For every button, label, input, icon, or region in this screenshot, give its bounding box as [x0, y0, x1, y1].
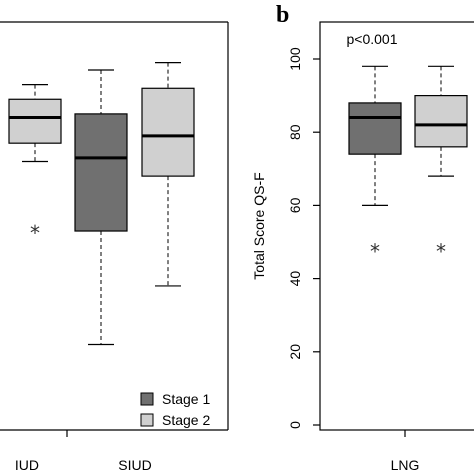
panel-b: b p<0.001 Total Score QS-F LNG 0 20 40 60 80…: [251, 2, 474, 473]
legend-swatch-stage1: [140, 392, 154, 406]
y-tick-label: 60: [287, 197, 303, 213]
box-siud-stage1: [74, 69, 128, 346]
y-axis-label: Total Score QS-F: [251, 172, 267, 279]
legend-label-stage2: Stage 2: [162, 412, 210, 428]
outlier-marker: *: [370, 239, 380, 263]
y-tick-label: 20: [287, 344, 303, 360]
x-tick-label-iud: IUD: [15, 457, 39, 473]
outlier-marker: *: [30, 221, 40, 245]
legend: Stage 1 Stage 2: [140, 391, 210, 428]
box-iqr: [74, 113, 128, 232]
box-iqr: [414, 94, 468, 148]
y-tick-label: 100: [287, 47, 303, 71]
outlier-marker: *: [436, 239, 446, 263]
box-iqr: [348, 102, 402, 155]
box-siud-stage2: [141, 62, 195, 287]
y-tick-label: 0: [287, 421, 303, 429]
y-tick-label: 80: [287, 124, 303, 140]
box-lng-stage2: *: [414, 65, 468, 263]
box-iqr: [141, 87, 195, 177]
x-tick-label-siud: SIUD: [118, 457, 151, 473]
box-iqr: [8, 98, 62, 144]
legend-swatch-stage2: [140, 413, 154, 427]
panel-a: IUD SIUD * Stage 1 Stage 2: [0, 21, 229, 473]
y-tick-label: 40: [287, 271, 303, 287]
box-lng-stage1: *: [348, 65, 402, 263]
p-value-annotation: p<0.001: [347, 31, 398, 47]
panel-letter-b: b: [276, 2, 289, 28]
box-iud-stage2: *: [8, 84, 62, 245]
x-tick-label-lng: LNG: [391, 457, 420, 473]
panel-b-frame: [319, 21, 474, 431]
legend-label-stage1: Stage 1: [162, 391, 210, 407]
